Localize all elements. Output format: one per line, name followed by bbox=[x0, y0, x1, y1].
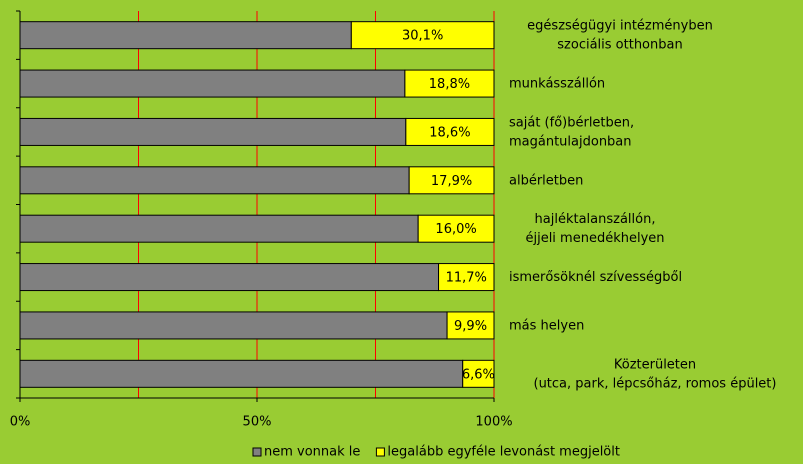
value-label: 9,9% bbox=[454, 319, 487, 334]
category-label: Közterületen (utca, park, lépcsőház, romo… bbox=[534, 357, 777, 391]
x-tick-label: 50% bbox=[243, 415, 272, 430]
bar-segment bbox=[462, 359, 495, 388]
bar-segment bbox=[404, 69, 495, 98]
bar-segment bbox=[19, 117, 407, 146]
legend-label: legalább egyféle levonást megjelölt bbox=[387, 445, 620, 460]
value-label: 17,9% bbox=[431, 174, 472, 189]
category-label: hajléktalanszállón, éjjeli menedékhelyen bbox=[525, 212, 664, 246]
category-label-line: munkásszállón bbox=[509, 76, 605, 91]
category-label-line: szociális otthonban bbox=[557, 37, 682, 52]
bar-segment bbox=[19, 214, 419, 243]
legend-label: nem vonnak le bbox=[264, 445, 360, 460]
category-label-line: hajléktalanszállón, bbox=[535, 212, 656, 227]
value-label: 6,6% bbox=[462, 367, 495, 382]
value-label: 30,1% bbox=[402, 29, 443, 44]
category-label: ismerősöknél szívességből bbox=[509, 270, 682, 285]
value-label: 16,0% bbox=[435, 222, 476, 237]
bar-segment bbox=[438, 263, 495, 292]
category-label-line: saját (fő)bérletben, bbox=[509, 115, 634, 130]
x-tick-label: 100% bbox=[475, 415, 512, 430]
legend-swatch bbox=[375, 447, 385, 457]
category-label-line: albérletben bbox=[509, 173, 583, 188]
category-label: egészségügyi intézményben szociális ottho… bbox=[527, 18, 713, 52]
value-label: 18,6% bbox=[429, 125, 470, 140]
bar-segment bbox=[19, 359, 464, 388]
bar-segment bbox=[417, 214, 495, 243]
value-label: 11,7% bbox=[446, 271, 487, 286]
legend-swatch bbox=[252, 447, 262, 457]
category-label-line: (utca, park, lépcsőház, romos épület) bbox=[534, 376, 777, 391]
category-label-line: ismerősöknél szívességből bbox=[509, 270, 682, 285]
bar-segment bbox=[408, 166, 495, 195]
bar-segment bbox=[350, 21, 495, 50]
value-label: 18,8% bbox=[429, 77, 470, 92]
bar-segment bbox=[19, 69, 406, 98]
bar-segment bbox=[19, 263, 440, 292]
category-label: más helyen bbox=[509, 318, 584, 333]
category-label: albérletben bbox=[509, 173, 583, 188]
bar-segment bbox=[446, 311, 495, 340]
bar-segment bbox=[405, 117, 495, 146]
category-label-line: éjjeli menedékhelyen bbox=[525, 231, 664, 246]
category-label-line: Közterületen bbox=[614, 357, 696, 372]
category-label: munkásszállón bbox=[509, 76, 605, 91]
bar-segment bbox=[19, 166, 410, 195]
category-label-line: egészségügyi intézményben bbox=[527, 18, 713, 33]
category-label-line: más helyen bbox=[509, 318, 584, 333]
category-label-line: magántulajdonban bbox=[509, 134, 632, 149]
x-tick-label: 0% bbox=[10, 415, 31, 430]
bar-segment bbox=[19, 21, 352, 50]
bar-segment bbox=[19, 311, 448, 340]
category-label: saját (fő)bérletben, magántulajdonban bbox=[509, 115, 634, 149]
